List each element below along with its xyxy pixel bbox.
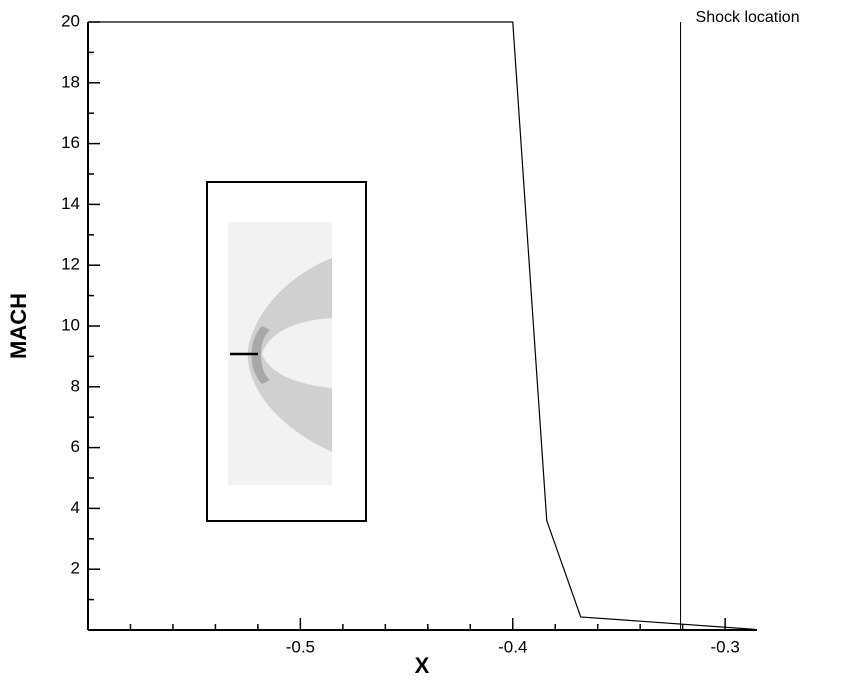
y-tick-label: 4 (71, 498, 80, 517)
y-tick-label: 12 (61, 255, 80, 274)
y-tick-label: 14 (61, 194, 80, 213)
inset-shock (247, 258, 332, 452)
data-line (88, 21, 755, 630)
y-tick-label: 6 (71, 437, 80, 456)
y-tick-label: 20 (61, 11, 80, 30)
y-tick-label: 10 (61, 315, 80, 334)
annotation: Shock location (696, 9, 800, 26)
y-tick-label: 2 (71, 559, 80, 578)
inset (206, 181, 367, 522)
y-tick-label: 8 (71, 376, 80, 395)
inset-shock-core (251, 326, 270, 384)
x-tick-label: -0.3 (710, 637, 739, 656)
x-tick-label: -0.5 (286, 637, 315, 656)
x-tick-label: -0.4 (498, 637, 527, 656)
y-tick-label: 18 (61, 72, 80, 91)
x-axis-label: X (415, 653, 430, 678)
y-axis-label: MACH (6, 293, 31, 359)
y-tick-label: 16 (61, 133, 80, 152)
